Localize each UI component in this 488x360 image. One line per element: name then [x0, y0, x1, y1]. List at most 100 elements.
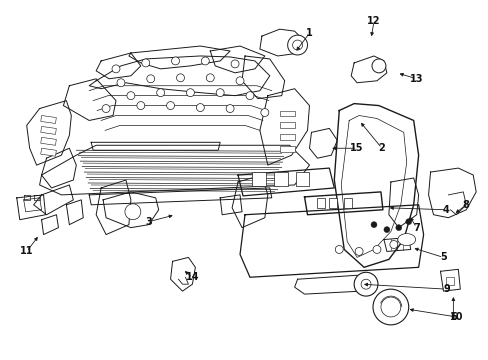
Circle shape — [372, 289, 408, 325]
Bar — [41, 126, 56, 134]
Polygon shape — [304, 192, 382, 215]
Polygon shape — [427, 168, 475, 218]
Circle shape — [156, 89, 164, 96]
Polygon shape — [89, 56, 269, 96]
Polygon shape — [34, 195, 40, 200]
Circle shape — [124, 204, 141, 220]
Circle shape — [127, 92, 135, 100]
Text: 1: 1 — [305, 28, 312, 38]
Polygon shape — [103, 192, 158, 228]
Circle shape — [102, 105, 110, 113]
Bar — [279, 146, 294, 152]
Polygon shape — [63, 79, 116, 121]
Polygon shape — [334, 104, 418, 267]
Polygon shape — [66, 200, 83, 225]
Circle shape — [260, 109, 268, 117]
Circle shape — [405, 219, 411, 225]
Circle shape — [287, 35, 307, 55]
Text: 3: 3 — [145, 217, 152, 227]
Circle shape — [196, 104, 204, 112]
Polygon shape — [240, 205, 423, 277]
Polygon shape — [238, 168, 334, 196]
Bar — [344, 198, 351, 208]
Circle shape — [389, 240, 397, 248]
Polygon shape — [40, 145, 309, 195]
Circle shape — [292, 40, 302, 50]
Polygon shape — [41, 215, 59, 235]
Text: 10: 10 — [448, 312, 462, 322]
Circle shape — [372, 246, 380, 253]
Polygon shape — [440, 269, 459, 291]
Polygon shape — [383, 238, 410, 251]
Polygon shape — [350, 56, 386, 83]
Bar — [295, 172, 309, 186]
Circle shape — [383, 227, 389, 233]
Bar — [279, 122, 294, 129]
Polygon shape — [96, 180, 131, 235]
Circle shape — [353, 272, 377, 296]
Circle shape — [117, 79, 124, 87]
Bar — [317, 198, 325, 208]
Polygon shape — [24, 198, 41, 212]
Text: 5: 5 — [439, 252, 446, 262]
Polygon shape — [242, 56, 284, 99]
Text: 13: 13 — [409, 74, 423, 84]
Circle shape — [225, 105, 234, 113]
Polygon shape — [27, 100, 71, 165]
Circle shape — [206, 74, 214, 82]
Bar — [41, 148, 56, 156]
Polygon shape — [89, 188, 271, 205]
Text: 7: 7 — [412, 222, 419, 233]
Text: 9: 9 — [442, 284, 449, 294]
Circle shape — [171, 57, 179, 65]
Polygon shape — [232, 175, 267, 228]
Circle shape — [370, 222, 376, 228]
Polygon shape — [210, 46, 264, 73]
Circle shape — [335, 246, 343, 253]
Text: 11: 11 — [20, 247, 33, 256]
Bar — [446, 277, 453, 285]
Polygon shape — [259, 89, 309, 165]
Polygon shape — [259, 29, 304, 56]
Polygon shape — [309, 129, 337, 158]
Polygon shape — [17, 195, 45, 220]
Polygon shape — [294, 275, 364, 294]
Circle shape — [371, 59, 385, 73]
Bar — [328, 198, 337, 208]
Text: 8: 8 — [462, 200, 469, 210]
Ellipse shape — [397, 234, 415, 246]
Circle shape — [137, 102, 144, 109]
Circle shape — [216, 89, 224, 96]
Polygon shape — [220, 195, 242, 215]
Text: 6: 6 — [449, 312, 456, 322]
Circle shape — [166, 102, 174, 109]
Circle shape — [380, 297, 400, 317]
Circle shape — [201, 57, 209, 65]
Circle shape — [176, 74, 184, 82]
Circle shape — [231, 60, 239, 68]
Polygon shape — [91, 142, 220, 150]
Bar — [251, 172, 265, 186]
Circle shape — [146, 75, 154, 83]
Bar — [273, 172, 287, 186]
Text: 14: 14 — [185, 272, 199, 282]
Text: 12: 12 — [366, 16, 380, 26]
Bar — [279, 134, 294, 140]
Bar — [279, 111, 294, 117]
Polygon shape — [388, 178, 418, 228]
Bar — [41, 116, 56, 123]
Text: 2: 2 — [378, 143, 385, 153]
Polygon shape — [41, 148, 76, 188]
Text: 15: 15 — [350, 143, 363, 153]
Bar — [41, 137, 56, 145]
Circle shape — [360, 279, 370, 289]
Polygon shape — [24, 195, 30, 200]
Circle shape — [245, 92, 253, 100]
Polygon shape — [34, 185, 73, 215]
Circle shape — [236, 77, 244, 85]
Circle shape — [112, 65, 120, 73]
Polygon shape — [129, 46, 230, 69]
Circle shape — [142, 59, 149, 67]
Text: 4: 4 — [442, 205, 449, 215]
Polygon shape — [96, 53, 141, 79]
